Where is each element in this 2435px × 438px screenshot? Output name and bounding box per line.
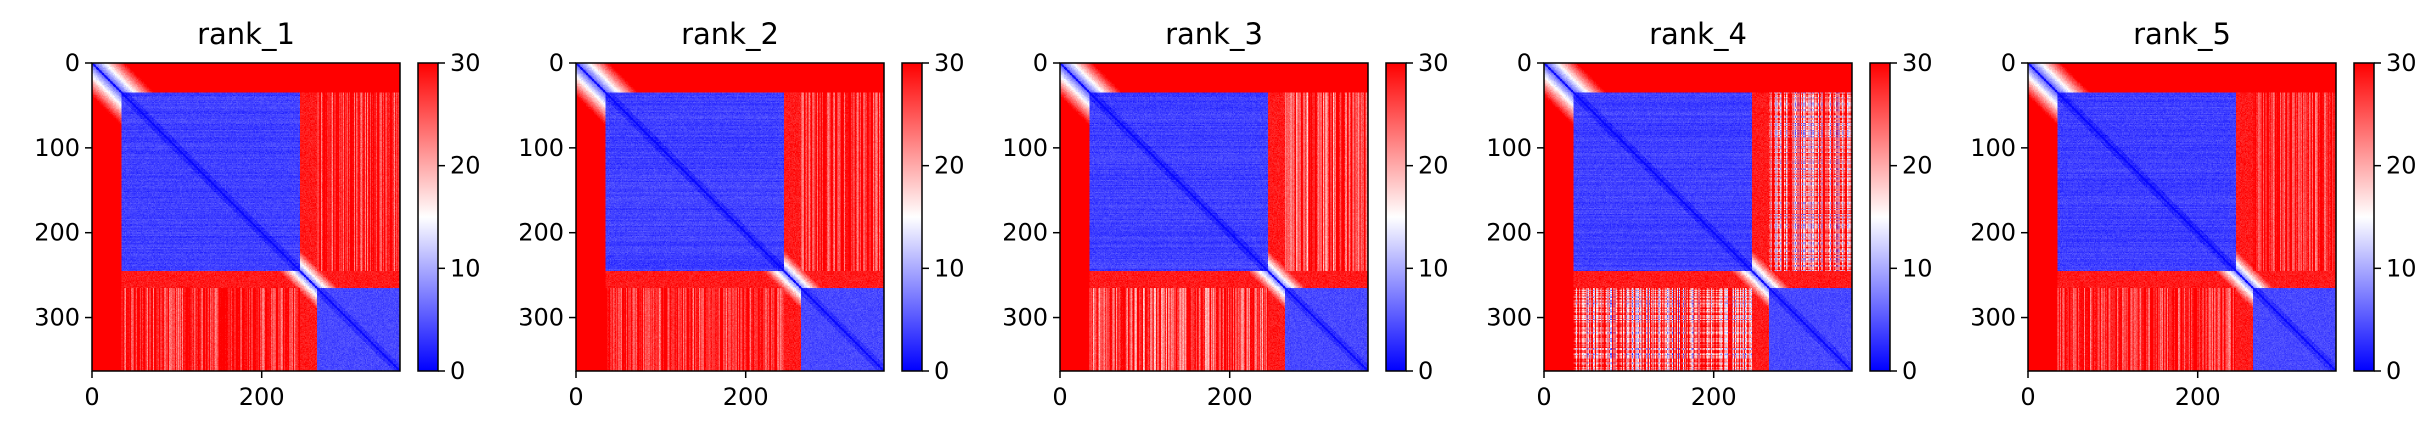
colorbar <box>417 62 439 372</box>
colorbar-tick-label: 30 <box>1902 49 1933 77</box>
panel-title: rank_3 <box>1165 17 1263 51</box>
y-tick-label: 200 <box>34 219 80 247</box>
y-tick-label: 0 <box>549 49 564 77</box>
colorbar-tick-label: 0 <box>2386 357 2401 385</box>
x-tick-label: 200 <box>239 383 285 411</box>
colorbar <box>901 62 923 372</box>
axes-frame <box>1543 62 1853 372</box>
x-tick-label: 0 <box>2020 383 2035 411</box>
panel-title: rank_1 <box>197 17 295 51</box>
colorbar-tick-label: 10 <box>1418 254 1449 282</box>
x-tick-label: 200 <box>723 383 769 411</box>
colorbar-tick-label: 10 <box>2386 254 2417 282</box>
heatmap-image <box>1060 63 1368 371</box>
colorbar-tick-label: 20 <box>450 152 481 180</box>
x-tick-label: 0 <box>1052 383 1067 411</box>
colorbar-tick-label: 30 <box>2386 49 2417 77</box>
y-tick-label: 100 <box>1002 134 1048 162</box>
colorbar-tick-label: 30 <box>450 49 481 77</box>
colorbar-tick-label: 20 <box>2386 152 2417 180</box>
colorbar-tick-label: 0 <box>450 357 465 385</box>
colorbar-tick-label: 10 <box>934 254 965 282</box>
axes-frame <box>2027 62 2337 372</box>
colorbar <box>1869 62 1891 372</box>
axes-frame <box>575 62 885 372</box>
x-tick-label: 0 <box>1536 383 1551 411</box>
colorbar-tick-label: 20 <box>934 152 965 180</box>
panel-title: rank_5 <box>2133 17 2231 51</box>
colorbar-tick-label: 30 <box>934 49 965 77</box>
panel-title: rank_4 <box>1649 17 1747 51</box>
y-tick-label: 200 <box>1002 219 1048 247</box>
x-tick-label: 200 <box>1207 383 1253 411</box>
colorbar-tick-label: 0 <box>934 357 949 385</box>
panel-title: rank_2 <box>681 17 779 51</box>
colorbar-tick-label: 20 <box>1902 152 1933 180</box>
colorbar-tick-label: 10 <box>450 254 481 282</box>
y-tick-label: 300 <box>34 304 80 332</box>
colorbar-tick-label: 10 <box>1902 254 1933 282</box>
y-tick-label: 200 <box>1970 219 2016 247</box>
y-tick-label: 0 <box>1033 49 1048 77</box>
y-tick-label: 300 <box>518 304 564 332</box>
y-tick-label: 200 <box>518 219 564 247</box>
y-tick-label: 100 <box>1970 134 2016 162</box>
heatmap-image <box>92 63 400 371</box>
colorbar-tick-label: 0 <box>1902 357 1917 385</box>
colorbar <box>1385 62 1407 372</box>
y-tick-label: 100 <box>518 134 564 162</box>
y-tick-label: 0 <box>1517 49 1532 77</box>
heatmap-image <box>1544 63 1852 371</box>
x-tick-label: 0 <box>568 383 583 411</box>
heatmap-panel-2: rank_2 0 200 0 100 200 300 0 10 20 30 <box>518 17 964 411</box>
y-tick-label: 300 <box>1970 304 2016 332</box>
heatmap-image <box>2028 63 2336 371</box>
colorbar <box>2353 62 2375 372</box>
colorbar-tick-label: 0 <box>1418 357 1433 385</box>
y-tick-label: 100 <box>34 134 80 162</box>
axes-frame <box>91 62 401 372</box>
axes-frame <box>1059 62 1369 372</box>
y-tick-label: 300 <box>1486 304 1532 332</box>
x-tick-label: 200 <box>2175 383 2221 411</box>
heatmap-panel-4: rank_4 0 200 0 100 200 300 0 10 20 30 <box>1486 17 1932 411</box>
colorbar-tick-label: 30 <box>1418 49 1449 77</box>
heatmap-panel-1: rank_1 0 200 0 100 200 300 0 10 20 30 <box>34 17 480 411</box>
y-tick-label: 100 <box>1486 134 1532 162</box>
x-tick-label: 0 <box>84 383 99 411</box>
y-tick-label: 300 <box>1002 304 1048 332</box>
y-tick-label: 0 <box>2001 49 2016 77</box>
heatmap-panel-5: rank_5 0 200 0 100 200 300 0 10 20 30 <box>1970 17 2416 411</box>
y-tick-label: 0 <box>65 49 80 77</box>
y-tick-label: 200 <box>1486 219 1532 247</box>
colorbar-tick-label: 20 <box>1418 152 1449 180</box>
heatmap-panel-3: rank_3 0 200 0 100 200 300 0 10 20 30 <box>1002 17 1448 411</box>
x-tick-label: 200 <box>1691 383 1737 411</box>
heatmap-image <box>576 63 884 371</box>
